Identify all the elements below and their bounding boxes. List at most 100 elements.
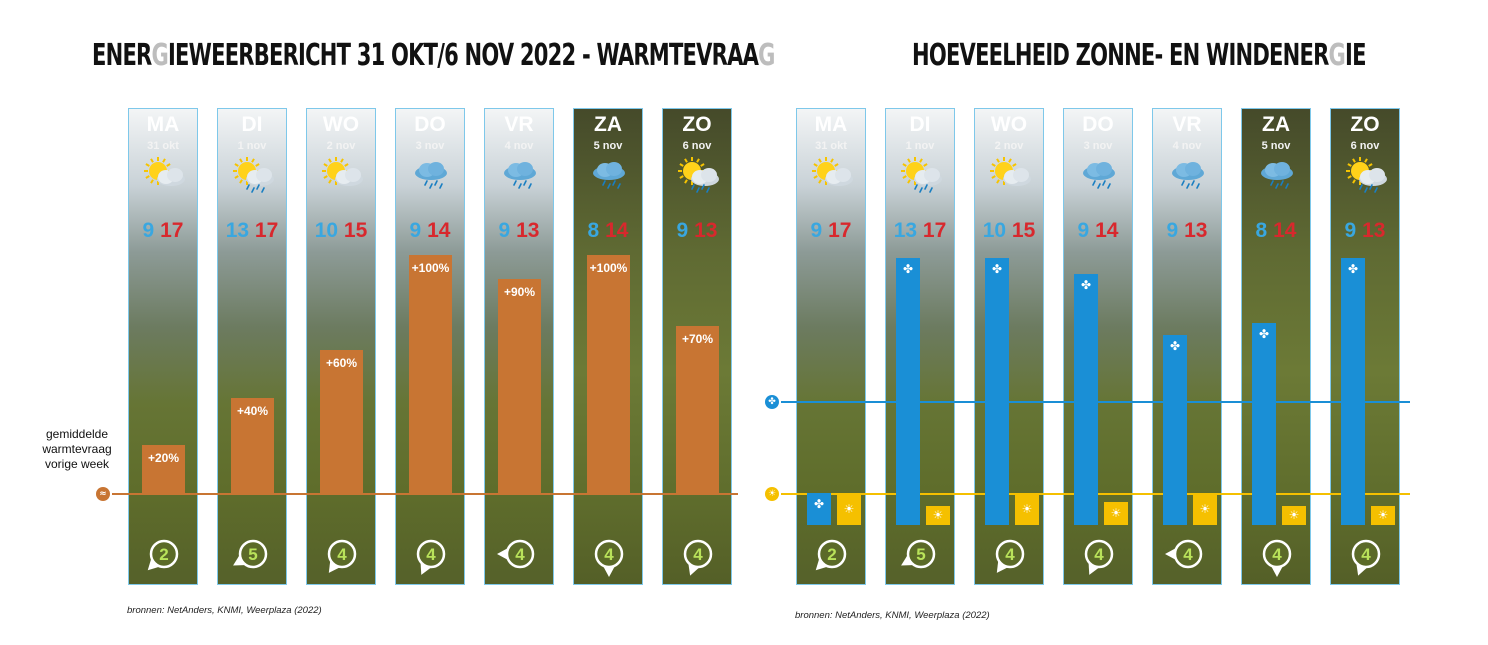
temp-max: 13 — [1178, 219, 1208, 242]
svg-text:4: 4 — [337, 545, 347, 564]
date-label: 5 nov — [1261, 140, 1291, 152]
date-label: 6 nov — [682, 140, 712, 152]
svg-text:4: 4 — [1183, 545, 1193, 564]
sun-icon: ☀ — [1021, 502, 1033, 516]
svg-text:4: 4 — [1272, 545, 1282, 564]
sun-energy-bar: ☀ — [1104, 501, 1128, 525]
date-label: 2 nov — [326, 140, 356, 152]
bar-value-label: +90% — [503, 284, 536, 299]
bar-value-label: +100% — [411, 261, 450, 275]
sun-icon: ☀ — [1199, 502, 1211, 516]
wind-turbine-icon: ✤ — [902, 262, 914, 277]
temperature-range: 9 13 — [485, 219, 553, 243]
sun-energy-bar: ☀ — [926, 505, 950, 525]
sun-cloud-rain-weather-icon — [678, 157, 719, 193]
temp-max: 13 — [510, 219, 540, 242]
cloud-rain-weather-icon — [593, 162, 625, 189]
day-label: ZA — [1262, 113, 1290, 136]
sun-cloud-rain-weather-icon — [901, 157, 942, 193]
wind-direction-icon: 4 — [1253, 530, 1301, 578]
wind-direction-icon: 4 — [1075, 530, 1123, 578]
temp-min: 9 — [676, 219, 689, 242]
day-label: VR — [504, 113, 534, 136]
svg-text:4: 4 — [1005, 545, 1015, 564]
cloud-rain-weather-icon — [1083, 162, 1115, 189]
right-source: bronnen: NetAnders, KNMI, Weerplaza (202… — [795, 610, 990, 621]
temp-max: 15 — [338, 219, 368, 242]
svg-text:4: 4 — [604, 545, 614, 564]
day-label: ZO — [682, 113, 712, 136]
temp-max: 17 — [917, 219, 947, 242]
temp-min: 9 — [1344, 219, 1357, 242]
cloud-rain-weather-icon — [1172, 162, 1204, 189]
sun-cloud-weather-icon — [144, 157, 185, 186]
wind-direction-icon: 2 — [140, 530, 188, 578]
wind-direction-icon: 2 — [808, 530, 856, 578]
sun-icon: ☀ — [1288, 508, 1300, 523]
heat-demand-bar: +70% — [676, 326, 719, 493]
day-label: WO — [990, 113, 1028, 136]
svg-text:4: 4 — [1361, 545, 1371, 564]
temperature-range: 9 13 — [1153, 219, 1221, 243]
temp-max: 14 — [1267, 219, 1297, 242]
wind-energy-bar: ✤ — [1163, 335, 1187, 525]
left-title: ENERGIEWEERBERICHT 31 OKT/6 NOV 2022 - W… — [92, 38, 775, 73]
temp-max: 13 — [1356, 219, 1386, 242]
sun-icon: ☀ — [1110, 506, 1122, 521]
temp-max: 13 — [688, 219, 718, 242]
temperature-range: 9 14 — [396, 219, 464, 243]
date-label: 1 nov — [905, 140, 935, 152]
day-label: WO — [322, 113, 360, 136]
wind-turbine-icon: ✤ — [1258, 326, 1270, 341]
date-label: 4 nov — [1172, 140, 1202, 152]
temp-min: 8 — [1255, 219, 1268, 242]
bar-value-label: +20% — [147, 451, 180, 466]
svg-text:2: 2 — [827, 545, 836, 564]
wind-direction-icon: 4 — [318, 530, 366, 578]
wind-turbine-icon: ✤ — [1080, 277, 1092, 292]
wind-energy-bar: ✤ — [1074, 273, 1098, 525]
date-label: 31 okt — [147, 140, 179, 152]
sun-energy-bar: ☀ — [1371, 505, 1395, 525]
day-label: ZA — [594, 113, 622, 136]
heat-demand-bar: +100% — [587, 255, 630, 493]
date-label: 5 nov — [593, 140, 623, 152]
sun-cloud-weather-icon — [990, 157, 1031, 186]
temperature-range: 9 14 — [1064, 219, 1132, 243]
temperature-range: 13 17 — [218, 219, 286, 243]
sun-cloud-weather-icon — [322, 157, 363, 186]
temp-min: 9 — [409, 219, 422, 242]
left-source: bronnen: NetAnders, KNMI, Weerplaza (202… — [127, 605, 322, 616]
heat-baseline — [112, 493, 738, 495]
date-label: 4 nov — [504, 140, 534, 152]
svg-text:5: 5 — [916, 545, 925, 564]
svg-text:4: 4 — [693, 545, 703, 564]
wind-direction-icon: 5 — [229, 530, 277, 578]
wind-direction-icon: 4 — [407, 530, 455, 578]
temp-min: 13 — [893, 219, 918, 242]
day-label: DO — [1082, 113, 1114, 136]
wind-energy-bar: ✤ — [985, 258, 1009, 525]
date-label: 6 nov — [1350, 140, 1380, 152]
sun-icon: ☀ — [843, 502, 855, 516]
svg-text:4: 4 — [1094, 545, 1104, 564]
temp-max: 14 — [1089, 219, 1119, 242]
svg-text:2: 2 — [159, 545, 168, 564]
date-label: 31 okt — [815, 140, 847, 152]
temperature-range: 9 17 — [129, 219, 197, 243]
heat-demand-bar: +100% — [409, 255, 452, 493]
temp-min: 9 — [1077, 219, 1090, 242]
svg-text:4: 4 — [426, 545, 436, 564]
temperature-range: 9 13 — [663, 219, 731, 243]
svg-text:5: 5 — [248, 545, 257, 564]
temp-min: 9 — [142, 219, 155, 242]
sun-energy-bar: ☀ — [1282, 505, 1306, 525]
day-label: MA — [814, 113, 848, 136]
left-day-column: WO 2 nov 10 15 4 — [306, 108, 376, 585]
wind-direction-icon: 4 — [1164, 530, 1212, 578]
sun-cloud-weather-icon — [812, 157, 853, 186]
sun-energy-bar: ☀ — [837, 493, 861, 525]
wind-energy-bar: ✤ — [1252, 322, 1276, 525]
temp-min: 10 — [314, 219, 339, 242]
date-label: 3 nov — [1083, 140, 1113, 152]
